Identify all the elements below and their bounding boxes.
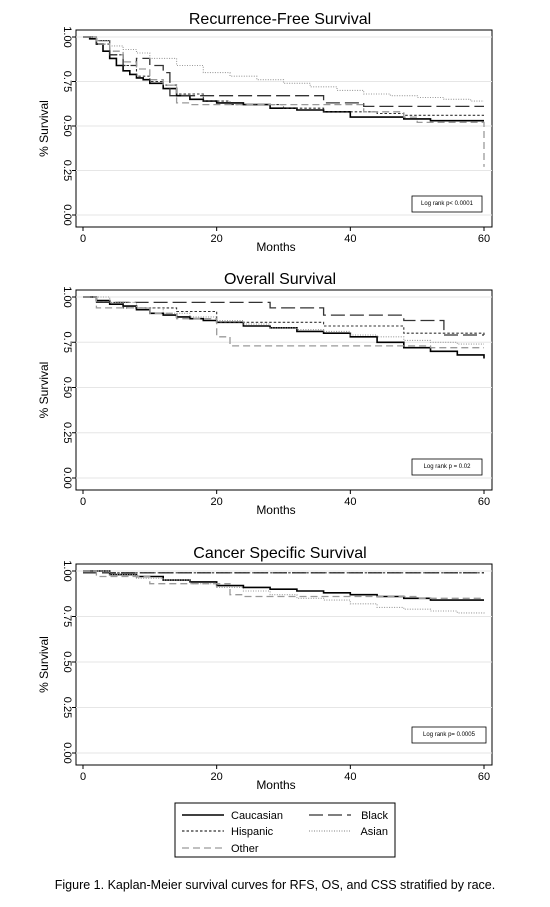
chart-title: Cancer Specific Survival [193,545,366,562]
y-tick-label: 1.00 [61,560,73,581]
x-axis-label: Months [256,503,295,517]
x-tick-label: 60 [478,233,490,245]
y-tick-label: 0.50 [61,651,73,672]
legend-frame [174,802,396,858]
y-tick-label: 0.75 [61,71,73,92]
figure-caption: Figure 1. Kaplan-Meier survival curves f… [54,878,496,892]
logrank-text: Log rank p = 0.02 [424,464,472,470]
x-tick-label: 0 [80,233,86,245]
series-line-black [83,36,484,108]
logrank-text: Log rank p= 0.0005 [423,732,476,738]
series-line-other [83,36,485,167]
x-tick-label: 0 [80,496,86,508]
y-tick-label: 0.00 [61,204,73,225]
series-line-other [83,296,484,349]
x-tick-label: 40 [344,771,356,783]
x-tick-label: 40 [344,496,356,508]
x-tick-label: 60 [478,496,490,508]
series-line-asian [83,36,484,102]
series-line-asian [83,570,485,615]
y-tick-label: 1.00 [61,26,73,47]
chart-panel-3: 0.00 0.25 0.50 0.75 1.00 0 20 40 60 Cancer Specif… [37,545,493,792]
y-tick-label: 0.00 [61,742,73,763]
x-tick-label: 0 [80,771,86,783]
legend: Caucasian Black Hispanic Asian Other [174,802,396,858]
y-tick-label: 0.25 [61,422,73,443]
x-tick-label: 40 [344,233,356,245]
y-axis-label: % Survival [37,362,51,419]
y-tick-label: 0.50 [61,377,73,398]
legend-label-caucasian: Caucasian [231,810,283,822]
y-axis-label: % Survival [37,100,51,157]
plot-frame [75,29,493,228]
legend-label-hispanic: Hispanic [231,826,274,838]
x-tick-label: 20 [211,233,223,245]
x-tick-label: 20 [211,771,223,783]
x-axis-label: Months [256,778,295,792]
legend-label-other: Other [231,843,259,855]
y-tick-label: 0.00 [61,467,73,488]
logrank-box [411,195,483,213]
series-line-hispanic [83,296,485,337]
logrank-text: Log rank p< 0.0001 [421,201,474,207]
legend-label-asian: Asian [360,826,388,838]
x-tick-label: 20 [211,496,223,508]
series-line-black [83,296,484,336]
logrank-box [411,726,487,744]
chart-title: Overall Survival [224,271,336,288]
x-axis-label: Months [256,240,295,254]
chart-title: Recurrence-Free Survival [189,11,371,28]
logrank-box [411,458,483,476]
y-tick-label: 0.75 [61,606,73,627]
chart-panel-2: 0.00 0.25 0.50 0.75 1.00 0 20 40 60 Overall Survi… [37,271,493,517]
y-tick-label: 0.25 [61,697,73,718]
y-tick-label: 1.00 [61,286,73,307]
x-tick-label: 60 [478,771,490,783]
plot-frame [75,289,493,491]
y-tick-label: 0.50 [61,115,73,136]
series-line-other [83,570,484,599]
legend-label-black: Black [361,810,388,822]
y-tick-label: 0.25 [61,160,73,181]
y-axis-label: % Survival [37,636,51,693]
y-tick-label: 0.75 [61,332,73,353]
chart-panel-1: 0.00 0.25 0.50 0.75 1.00 0 20 40 60 Recurrence-Fr… [37,11,493,254]
